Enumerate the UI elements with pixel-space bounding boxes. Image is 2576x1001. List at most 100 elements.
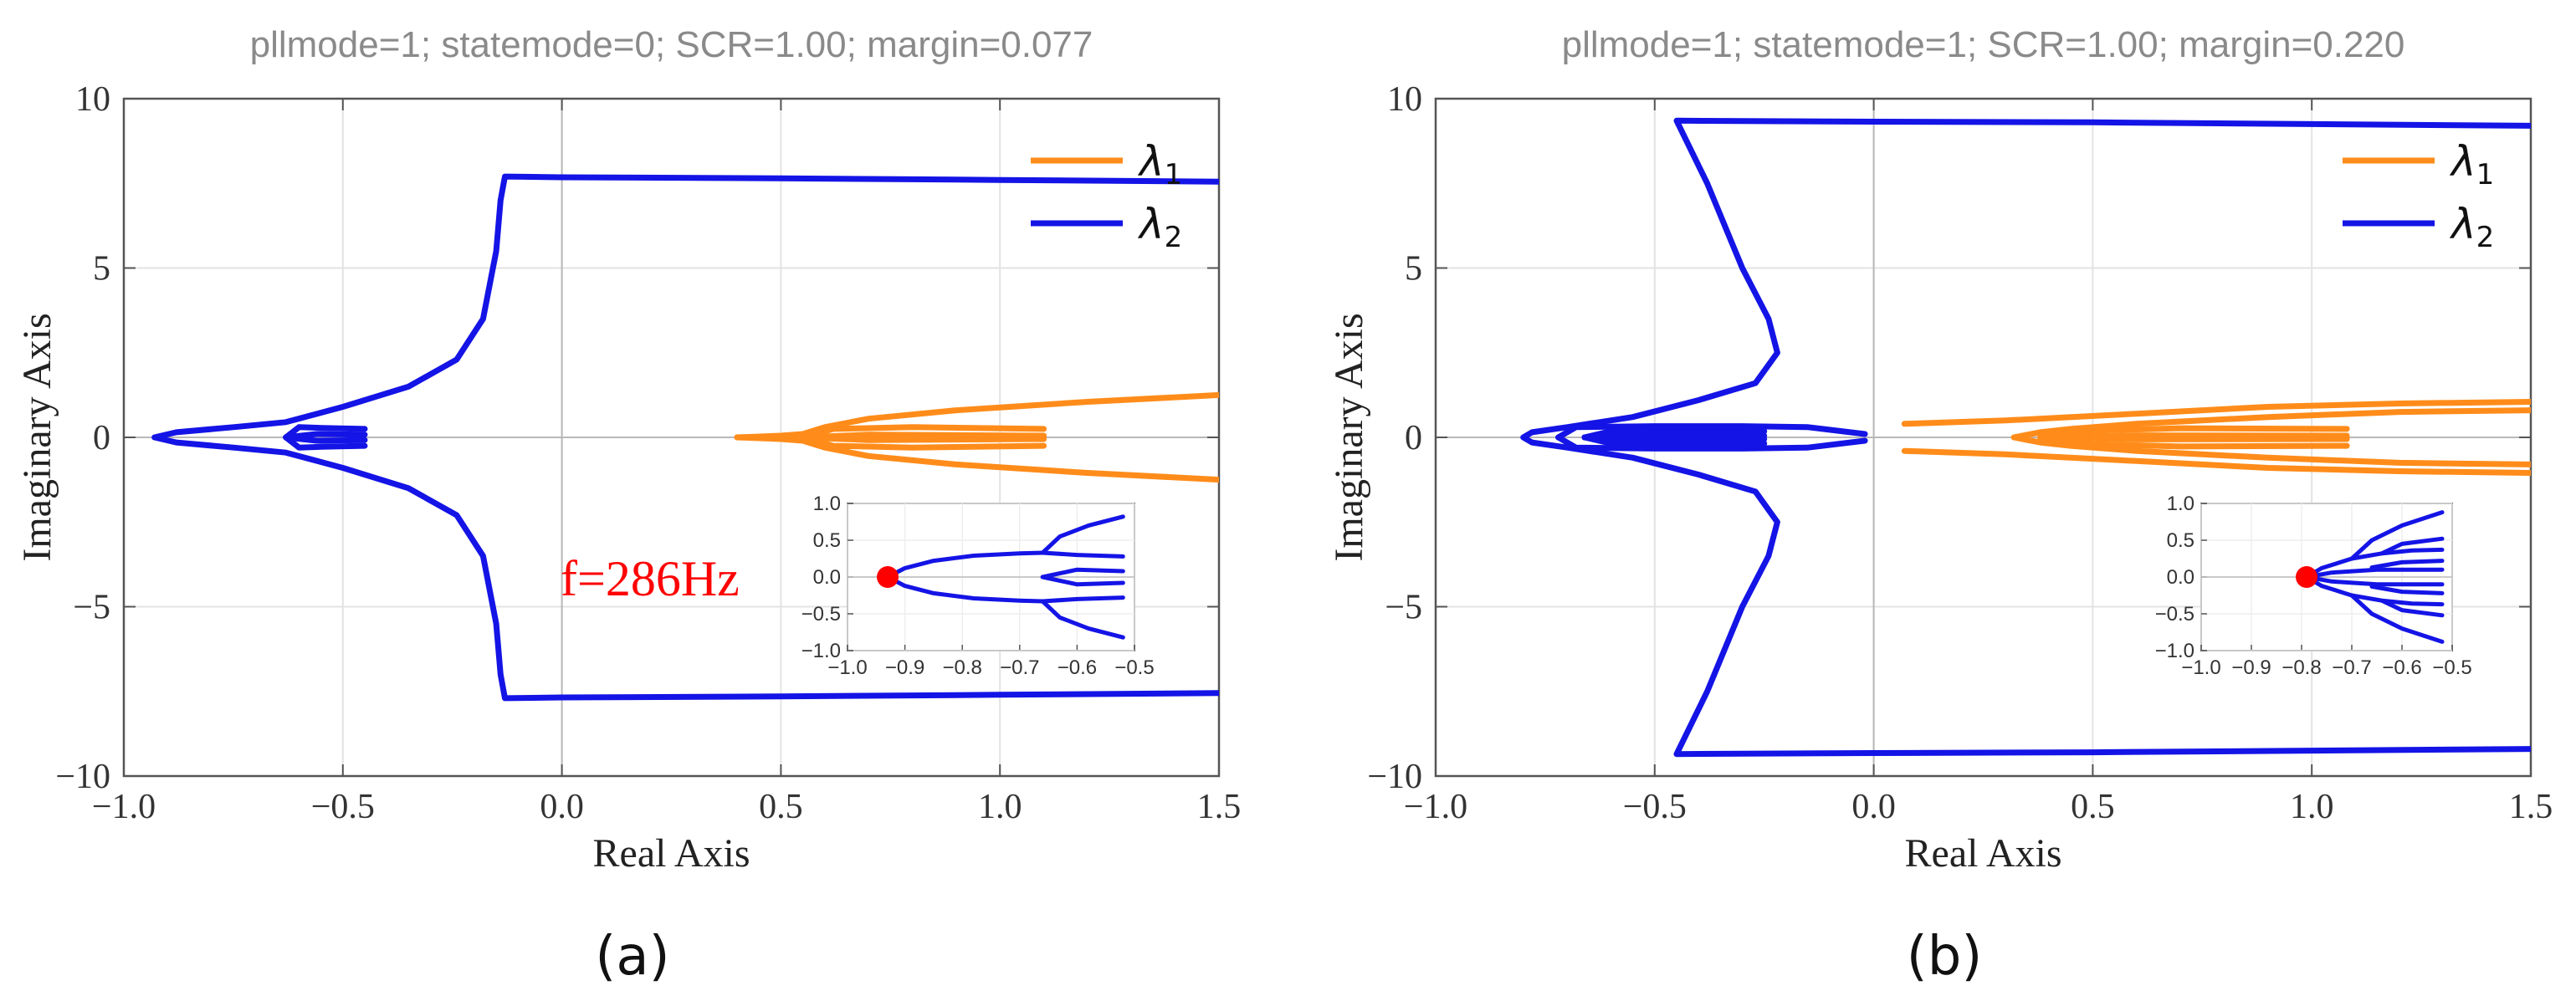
frequency-annotation: f=286Hz — [561, 551, 740, 606]
series-line-lambda2 — [151, 173, 1219, 702]
inset-y-tick-label: 0.0 — [813, 566, 841, 589]
x-tick-label: 1.5 — [2509, 788, 2553, 826]
inset-series-group — [885, 514, 1125, 640]
series-line-lambda2 — [1520, 117, 2531, 758]
panel-label: (a) — [595, 926, 669, 988]
series-group — [151, 173, 1219, 702]
inset-series-line — [2369, 559, 2445, 570]
inset-plot: −1.0 −0.9 −0.8 −0.7 −0.6 −0.5 1.0 0.5 0.0 −0.5 −1.… — [2155, 493, 2472, 679]
legend-label: λ2 — [2449, 200, 2494, 254]
x-tick-label: −0.5 — [1623, 788, 1687, 826]
series-line-lambda2 — [283, 434, 368, 451]
inset-series-line — [1040, 595, 1125, 604]
inset-y-tick-label: 1.0 — [813, 493, 841, 515]
series-group — [1520, 117, 2531, 758]
chart-panel-a: pllmode=1; statemode=0; SCR=1.00; margin… — [15, 24, 1241, 988]
inset-x-tick-label: −0.5 — [1114, 656, 1154, 679]
series-line-lambda1 — [800, 424, 1047, 441]
inset-y-tick-label: −0.5 — [2155, 603, 2194, 626]
series-line-lambda1 — [800, 434, 1047, 443]
inset-series-line — [2304, 575, 2445, 587]
inset-series-line — [1040, 550, 1125, 559]
inset-x-tick-label: −0.6 — [2382, 656, 2421, 679]
inset-eigenvalue-marker — [877, 566, 899, 588]
legend-label: λ1 — [2449, 137, 2494, 192]
x-tick-label: 1.0 — [2290, 788, 2334, 826]
inset-series-line — [2349, 510, 2445, 561]
inset-x-tick-label: −1.0 — [827, 656, 867, 679]
inset-series-group — [2304, 510, 2445, 644]
y-tick-label: 5 — [1405, 250, 1422, 289]
inset-series-line — [2379, 536, 2445, 556]
series-line-lambda1 — [734, 434, 1219, 483]
inset-x-tick-label: −0.9 — [2231, 656, 2271, 679]
inset-series-line — [2304, 547, 2445, 580]
inset-series-line — [2304, 567, 2445, 580]
y-tick-label: 5 — [93, 250, 110, 289]
inset-series-line — [885, 550, 1045, 580]
inset-y-tick-label: −0.5 — [801, 603, 841, 626]
series-line-lambda2 — [283, 434, 368, 444]
inset-series-line — [1040, 575, 1125, 587]
series-line-lambda1 — [2010, 434, 2531, 467]
inset-plot: −1.0 −0.9 −0.8 −0.7 −0.6 −0.5 1.0 0.5 0.0 −0.5 −1.… — [801, 493, 1155, 679]
series-line-lambda2 — [1581, 434, 1768, 443]
y-tick-label: −5 — [1385, 589, 1422, 627]
y-tick-label: −10 — [55, 758, 110, 796]
x-axis-label: Real Axis — [593, 831, 750, 876]
legend-label: λ2 — [1137, 200, 1182, 254]
x-tick-label: 0.0 — [540, 788, 584, 826]
inset-series-line — [2379, 598, 2445, 618]
panel-label: (b) — [1907, 926, 1983, 988]
chart-title: pllmode=1; statemode=0; SCR=1.00; margin… — [250, 24, 1093, 65]
y-tick-label: −10 — [1367, 758, 1422, 796]
inset-series-line — [2304, 575, 2445, 607]
legend-label: λ1 — [1137, 137, 1182, 192]
inset-y-tick-label: −1.0 — [801, 640, 841, 662]
inset-series-line — [1040, 567, 1125, 580]
series-line-lambda1 — [800, 434, 1047, 451]
y-axis-label: Imaginary Axis — [1327, 313, 1371, 561]
series-line-lambda2 — [283, 424, 368, 441]
x-tick-label: −0.5 — [311, 788, 375, 826]
inset-y-tick-label: −1.0 — [2155, 640, 2194, 662]
inset-y-tick-label: 0.5 — [2167, 529, 2194, 552]
inset-x-tick-label: −1.0 — [2181, 656, 2220, 679]
x-tick-label: −1.0 — [1404, 788, 1467, 826]
inset-y-tick-label: 0.0 — [2167, 566, 2194, 589]
inset-x-tick-label: −0.7 — [2332, 656, 2371, 679]
y-tick-label: 10 — [75, 80, 110, 119]
inset-x-tick-label: −0.9 — [885, 656, 924, 679]
x-tick-label: 0.5 — [759, 788, 803, 826]
inset-x-tick-label: −0.5 — [2432, 656, 2471, 679]
inset-x-tick-label: −0.7 — [1000, 656, 1039, 679]
inset-series-line — [2349, 593, 2445, 644]
inset-eigenvalue-marker — [2296, 566, 2317, 588]
inset-series-line — [1040, 514, 1125, 555]
inset-x-tick-label: −0.6 — [1058, 656, 1097, 679]
series-line-lambda1 — [1901, 447, 2531, 476]
inset-x-tick-label: −0.8 — [2282, 656, 2321, 679]
x-tick-label: 0.0 — [1851, 788, 1896, 826]
series-line-lambda1 — [1901, 399, 2531, 427]
series-line-lambda2 — [1555, 423, 1868, 441]
y-tick-label: 0 — [93, 419, 110, 457]
x-tick-label: 0.5 — [2071, 788, 2115, 826]
series-line-lambda1 — [2010, 407, 2531, 441]
chart-panel-b: pllmode=1; statemode=1; SCR=1.00; margin… — [1327, 24, 2553, 988]
y-tick-label: 10 — [1387, 80, 1422, 119]
y-tick-label: 0 — [1405, 419, 1422, 457]
series-line-lambda1 — [2037, 434, 2350, 442]
inset-y-tick-label: 0.5 — [813, 529, 841, 552]
inset-x-tick-label: −0.8 — [943, 656, 982, 679]
inset-series-line — [2369, 584, 2445, 595]
x-axis-label: Real Axis — [1905, 831, 2062, 876]
x-tick-label: 1.5 — [1197, 788, 1242, 826]
y-axis-label: Imaginary Axis — [15, 313, 59, 561]
y-tick-label: −5 — [73, 589, 110, 627]
inset-series-line — [885, 575, 1045, 604]
x-tick-label: 1.0 — [978, 788, 1022, 826]
